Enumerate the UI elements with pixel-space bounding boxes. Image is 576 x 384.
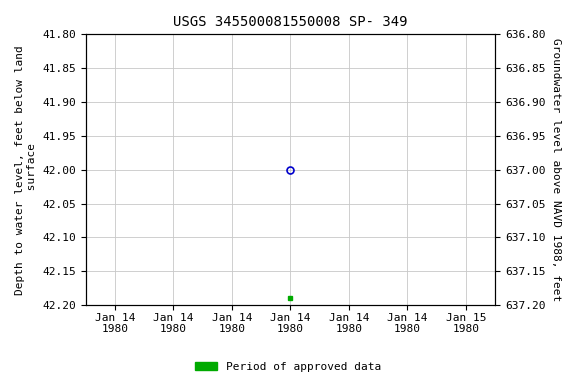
Y-axis label: Depth to water level, feet below land
 surface: Depth to water level, feet below land su… <box>15 45 37 295</box>
Legend: Period of approved data: Period of approved data <box>191 358 385 377</box>
Title: USGS 345500081550008 SP- 349: USGS 345500081550008 SP- 349 <box>173 15 408 29</box>
Y-axis label: Groundwater level above NAVD 1988, feet: Groundwater level above NAVD 1988, feet <box>551 38 561 301</box>
